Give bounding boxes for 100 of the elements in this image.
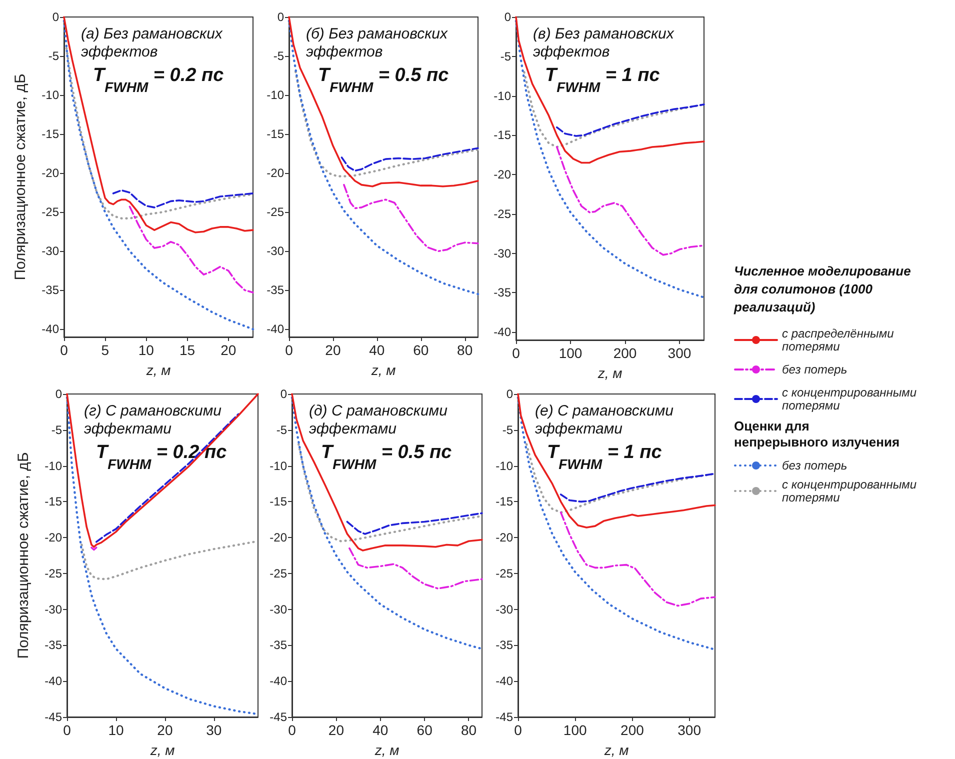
x-tick-label: 40 bbox=[372, 722, 388, 738]
y-tick-label: -10 bbox=[44, 458, 62, 473]
y-tick-label: -5 bbox=[502, 422, 514, 437]
y-tick-label: -30 bbox=[42, 244, 60, 258]
line-series bbox=[66, 393, 259, 548]
x-tick-label: 15 bbox=[179, 342, 196, 358]
y-tick-label: -30 bbox=[270, 602, 288, 616]
x-axis-title: z, м bbox=[603, 742, 630, 758]
x-tick-label: 60 bbox=[413, 342, 429, 358]
legend-label: с концентрированными потерями bbox=[782, 386, 917, 412]
y-tick-label: 0 bbox=[277, 10, 284, 24]
y-tick-label: -20 bbox=[44, 530, 62, 545]
y-tick-label: -5 bbox=[500, 49, 512, 64]
y-tick-label: -10 bbox=[266, 88, 284, 102]
y-tick-label: -25 bbox=[496, 566, 514, 580]
y-tick-label: -5 bbox=[48, 49, 60, 64]
y-tick-label: -10 bbox=[270, 458, 288, 473]
x-tick-label: 10 bbox=[108, 722, 124, 738]
legend-label: с распределёнными потерями bbox=[782, 326, 894, 354]
y-tick-label: 0 bbox=[504, 10, 512, 24]
y-tick-label: -10 bbox=[494, 88, 512, 103]
y-tick-label: -15 bbox=[44, 494, 62, 509]
text: (а) Без рамановских эффектов bbox=[81, 26, 223, 60]
line-series bbox=[515, 16, 705, 164]
x-tick-label: 20 bbox=[328, 722, 344, 738]
y-tick-label: -25 bbox=[494, 206, 512, 221]
x-tick-label: 20 bbox=[157, 722, 173, 738]
y-tick-label: 0 bbox=[280, 387, 288, 401]
y-tick-label: -20 bbox=[494, 168, 512, 182]
y-tick-label: -40 bbox=[494, 325, 512, 340]
x-tick-label: 200 bbox=[620, 722, 644, 738]
line-series bbox=[343, 184, 479, 252]
y-tick-label: -45 bbox=[44, 710, 62, 724]
y-tick-label: -25 bbox=[266, 205, 284, 220]
line-series bbox=[128, 206, 254, 294]
x-tick-label: 300 bbox=[678, 722, 702, 738]
y-tick-label: 0 bbox=[52, 10, 60, 24]
x-tick-label: 80 bbox=[457, 342, 473, 358]
x-tick-label: 5 bbox=[101, 342, 110, 358]
y-tick-label: -5 bbox=[51, 422, 62, 437]
line-series bbox=[63, 16, 254, 234]
y-tick-label: -30 bbox=[496, 602, 514, 616]
x-tick-label: 100 bbox=[558, 345, 582, 361]
line-series bbox=[514, 20, 706, 299]
line-series bbox=[346, 512, 483, 535]
x-tick-label: 200 bbox=[613, 345, 637, 361]
y-tick-label: -25 bbox=[270, 566, 288, 580]
y-tick-label: -15 bbox=[266, 127, 284, 142]
y-tick-label: -35 bbox=[42, 283, 60, 298]
line-series bbox=[560, 472, 716, 503]
y-tick-label: -10 bbox=[496, 458, 514, 473]
y-tick-label: -20 bbox=[496, 530, 514, 545]
line-series bbox=[290, 396, 484, 650]
line-series bbox=[516, 396, 716, 651]
y-tick-label: -15 bbox=[42, 127, 60, 142]
x-axis-title: z, м bbox=[374, 742, 400, 758]
y-tick-label: -45 bbox=[270, 710, 288, 724]
x-tick-label: 20 bbox=[325, 342, 341, 358]
legend-label: без потерь bbox=[782, 362, 848, 376]
x-axis-title: z, м bbox=[145, 362, 172, 378]
y-tick-label: -15 bbox=[270, 494, 288, 509]
text: (в) Без рамановских эффектов bbox=[533, 26, 674, 60]
y-tick-label: -40 bbox=[44, 674, 62, 688]
y-tick-label: 0 bbox=[55, 387, 62, 401]
y-tick-label: -30 bbox=[44, 602, 62, 616]
x-tick-label: 40 bbox=[369, 342, 385, 358]
y-tick-label: -35 bbox=[266, 283, 284, 298]
text: Оценки для непрерывного излучения bbox=[734, 418, 900, 450]
y-tick-label: -35 bbox=[496, 638, 514, 652]
y-tick-label: -40 bbox=[496, 674, 514, 688]
text: (е) С рамановскими эффектами bbox=[535, 402, 674, 438]
y-tick-label: -15 bbox=[496, 494, 514, 509]
x-tick-label: 10 bbox=[138, 342, 154, 358]
line-series bbox=[291, 393, 483, 552]
y-tick-label: -35 bbox=[44, 638, 62, 652]
y-tick-label: -25 bbox=[42, 205, 60, 220]
line-series bbox=[340, 147, 479, 172]
x-tick-label: 300 bbox=[668, 345, 692, 361]
legend-label: с концентрированными потерями bbox=[782, 478, 917, 504]
y-tick-label: -35 bbox=[270, 638, 288, 652]
y-tick-label: -40 bbox=[42, 322, 60, 336]
line-series bbox=[288, 16, 479, 188]
text: (г) С рамановскими эффектами bbox=[84, 402, 222, 438]
line-series bbox=[288, 20, 480, 296]
x-tick-label: 80 bbox=[460, 722, 477, 738]
line-series bbox=[112, 189, 254, 208]
y-tick-label: -10 bbox=[42, 88, 60, 102]
y-tick-label: 0 bbox=[506, 387, 514, 401]
x-axis-title: z, м bbox=[596, 365, 623, 381]
y-tick-label: -30 bbox=[494, 246, 512, 260]
line-series bbox=[556, 146, 705, 256]
y-tick-label: -45 bbox=[496, 710, 514, 724]
y-tick-label: -40 bbox=[266, 322, 284, 336]
y-axis-title: Поляризационное сжатие, дБ bbox=[12, 74, 29, 280]
legend-title: Численное моделирование для солитонов (1000 реализаций) bbox=[733, 264, 911, 314]
y-tick-label: -40 bbox=[270, 674, 288, 688]
x-tick-label: 100 bbox=[563, 722, 587, 738]
x-tick-label: 60 bbox=[416, 722, 433, 738]
x-axis-title: z, м bbox=[370, 362, 396, 378]
text: (д) С рамановскими эффектами bbox=[309, 402, 448, 438]
